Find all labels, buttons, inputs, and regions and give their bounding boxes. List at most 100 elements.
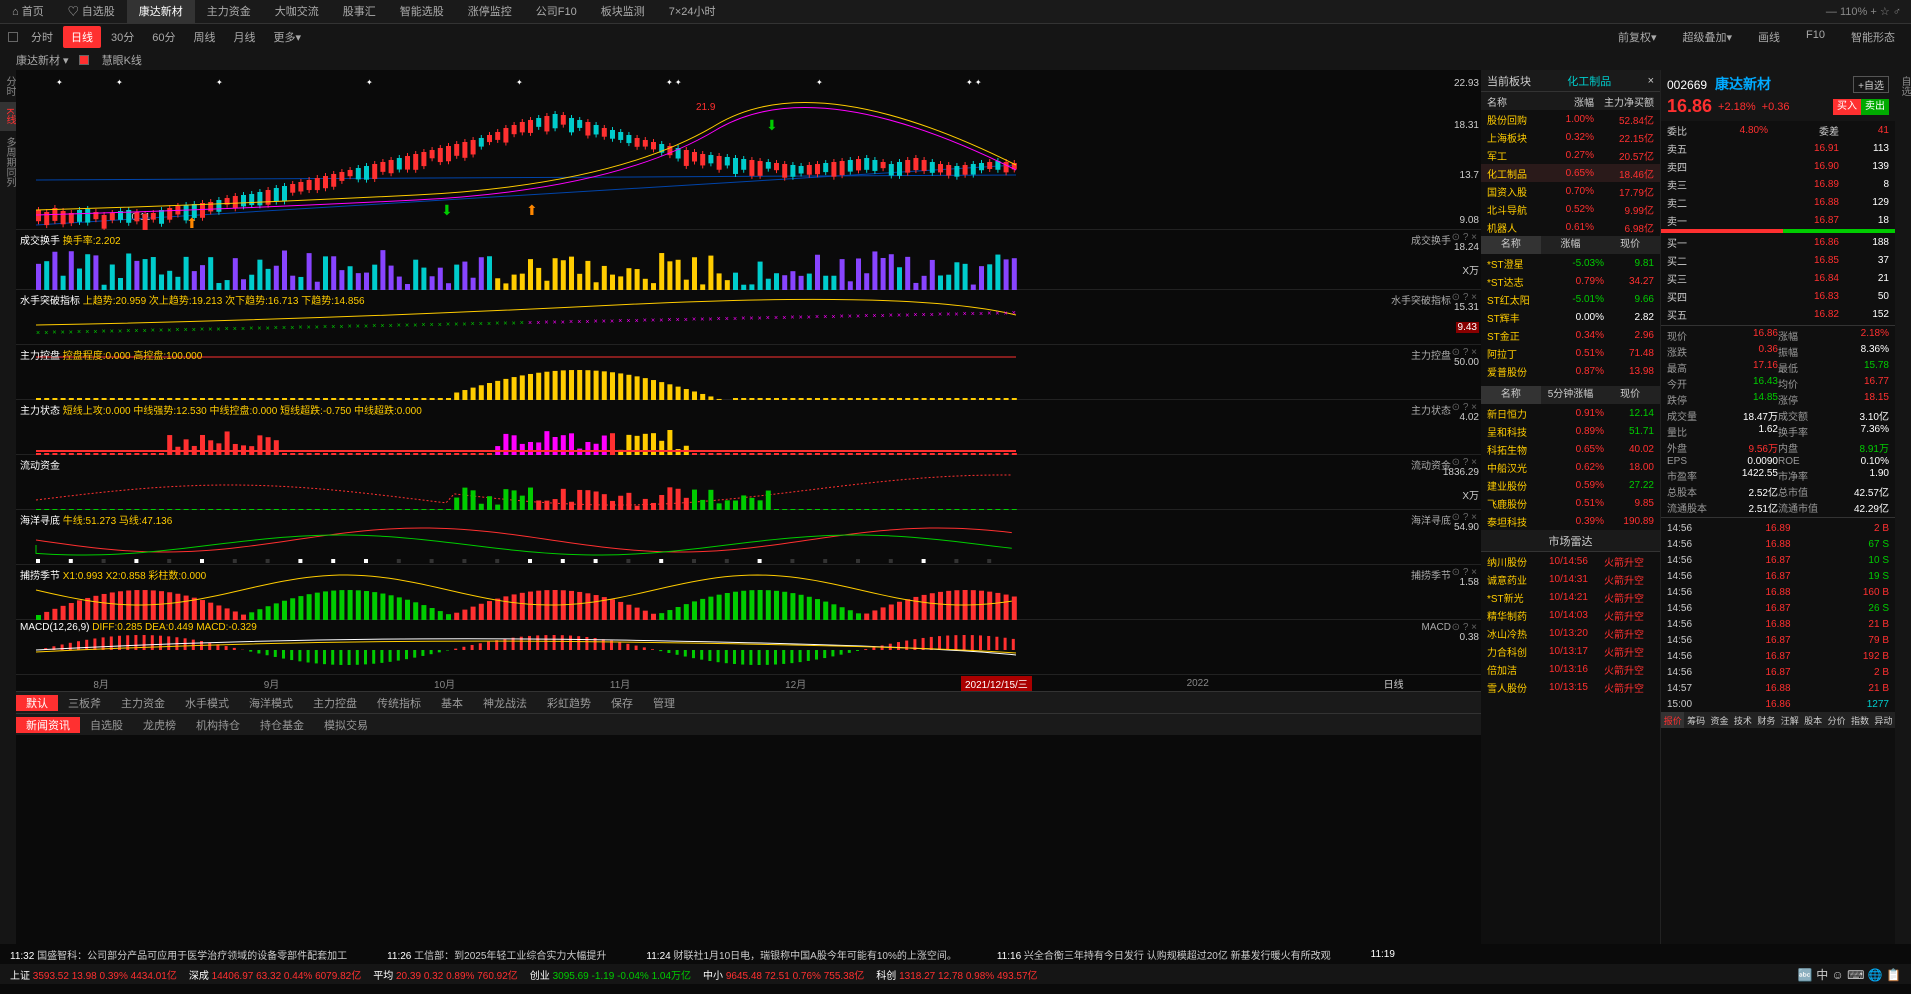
chart-tab-11[interactable]: 管理 <box>643 695 685 711</box>
buy-btn[interactable]: 买入 <box>1833 99 1861 115</box>
qtab-2[interactable]: 资金 <box>1708 712 1731 728</box>
kline-toggle[interactable] <box>79 55 89 65</box>
radar-row[interactable]: *ST新光 10/14:21 火箭升空 <box>1481 588 1660 606</box>
vtab-intraday[interactable]: 分时 <box>0 70 16 102</box>
draw-btn[interactable]: 画线 <box>1750 26 1788 48</box>
sector-row[interactable]: ST金正 0.34% 2.96 <box>1481 326 1660 344</box>
chart-tab-8[interactable]: 神龙战法 <box>473 695 537 711</box>
qtab-8[interactable]: 指数 <box>1848 712 1871 728</box>
qtab-3[interactable]: 技术 <box>1731 712 1754 728</box>
radar-row[interactable]: 力合科创 10/13:17 火箭升空 <box>1481 642 1660 660</box>
qtab-7[interactable]: 分价 <box>1825 712 1848 728</box>
info-tab-2[interactable]: 龙虎榜 <box>133 717 186 733</box>
chart-tab-9[interactable]: 彩虹趋势 <box>537 695 601 711</box>
period-intraday[interactable]: 分时 <box>23 26 61 48</box>
indicator-macd[interactable]: MACD(12,26,9) DIFF:0.285 DEA:0.449 MACD:… <box>16 620 1481 675</box>
ticker-item[interactable]: 11:26 工信部：到2025年轻工业综合实力大幅提升 <box>387 947 606 962</box>
sector-row[interactable]: 国资入股 0.70% 17.79亿 <box>1481 182 1660 200</box>
info-tab-1[interactable]: 自选股 <box>80 717 133 733</box>
indicator-sailor[interactable]: 水手突破指标 上趋势:20.959 次上趋势:19.213 次下趋势:16.71… <box>16 290 1481 345</box>
nav-chat[interactable]: 大咖交流 <box>263 0 331 24</box>
main-kline-chart[interactable]: 21.9 10.11 ✦✦✦✦✦✦ ✦✦✦ ✦ ⬆ ⬇ ⬆ ⬇ 22.93 18… <box>16 70 1481 230</box>
indicator-ocean[interactable]: 海洋寻底 牛线:51.273 马线:47.136 海洋寻底 ⊙ ? × 54.9… <box>16 510 1481 565</box>
add-watchlist-btn[interactable]: +自选 <box>1853 76 1889 93</box>
chart-tab-0[interactable]: 默认 <box>16 695 58 711</box>
sector-row[interactable]: *ST澄星 -5.03% 9.81 <box>1481 254 1660 272</box>
sector-row[interactable]: 飞鹿股份 0.51% 9.85 <box>1481 494 1660 512</box>
sector-row[interactable]: 军工 0.27% 20.57亿 <box>1481 146 1660 164</box>
vtab-kline[interactable]: K线 <box>0 102 16 131</box>
radar-row[interactable]: 雪人股份 10/13:15 火箭升空 <box>1481 678 1660 696</box>
sector-row[interactable]: 中船汉光 0.62% 18.00 <box>1481 458 1660 476</box>
sector-header-r[interactable]: 化工制品 <box>1567 73 1611 89</box>
ime-indicator[interactable]: 🔤 中 ☺ ⌨ 🌐 📋 <box>1798 966 1901 983</box>
adj-dropdown[interactable]: 前复权▾ <box>1610 26 1665 48</box>
f10-btn[interactable]: F10 <box>1798 26 1833 48</box>
ticker-item[interactable]: 11:24 财联社1月10日电，瑞银称中国A股今年可能有10%的上涨空间。 <box>646 947 956 962</box>
ticker-item[interactable]: 11:32 国盛智科：公司部分产品可应用于医学治疗领域的设备零部件配套加工 <box>10 947 347 962</box>
nav-stories[interactable]: 股事汇 <box>331 0 388 24</box>
index-status[interactable]: 科创 1318.27 12.78 0.98% 493.57亿 <box>876 967 1037 982</box>
sector-row[interactable]: ST辉丰 0.00% 2.82 <box>1481 308 1660 326</box>
sector-row[interactable]: *ST达志 0.79% 34.27 <box>1481 272 1660 290</box>
nav-limit[interactable]: 涨停监控 <box>456 0 524 24</box>
chart-tab-5[interactable]: 主力控盘 <box>303 695 367 711</box>
sector-row[interactable]: 机器人 0.61% 6.98亿 <box>1481 218 1660 236</box>
sector-row[interactable]: 泰坦科技 0.39% 190.89 <box>1481 512 1660 530</box>
indicator-flow[interactable]: 流动资金 流动资金 ⊙ ? × 1836.29X万 <box>16 455 1481 510</box>
sector-row[interactable]: 上海板块 0.32% 22.15亿 <box>1481 128 1660 146</box>
ticker-item[interactable]: 11:19 <box>1371 949 1395 960</box>
toggle-icon[interactable] <box>8 32 18 42</box>
nav-mainfund[interactable]: 主力资金 <box>195 0 263 24</box>
overlay-dropdown[interactable]: 超级叠加▾ <box>1675 26 1741 48</box>
chart-tab-1[interactable]: 三板斧 <box>58 695 111 711</box>
sector-row[interactable]: 北斗导航 0.52% 9.99亿 <box>1481 200 1660 218</box>
chart-tab-2[interactable]: 主力资金 <box>111 695 175 711</box>
chart-tab-4[interactable]: 海洋模式 <box>239 695 303 711</box>
chart-tab-3[interactable]: 水手模式 <box>175 695 239 711</box>
period-more[interactable]: 更多▾ <box>266 26 310 48</box>
period-daily[interactable]: 日线 <box>63 26 101 48</box>
period-60m[interactable]: 60分 <box>144 26 183 48</box>
qtab-5[interactable]: 汪解 <box>1778 712 1801 728</box>
info-tab-5[interactable]: 模拟交易 <box>314 717 378 733</box>
sector-row[interactable]: 股份回购 1.00% 52.84亿 <box>1481 110 1660 128</box>
sell-btn[interactable]: 卖出 <box>1861 99 1889 115</box>
indicator-vol[interactable]: 成交换手 换手率:2.202 成交换手 ⊙ ? × 18.24X万 <box>16 230 1481 290</box>
index-status[interactable]: 平均 20.39 0.32 0.89% 760.92亿 <box>373 967 518 982</box>
nav-stock[interactable]: 康达新材 <box>127 0 195 24</box>
nav-smartpick[interactable]: 智能选股 <box>388 0 456 24</box>
index-status[interactable]: 中小 9645.48 72.51 0.76% 755.38亿 <box>703 967 864 982</box>
sector-row[interactable]: ST红太阳 -5.01% 9.66 <box>1481 290 1660 308</box>
sector-row[interactable]: 阿拉丁 0.51% 71.48 <box>1481 344 1660 362</box>
index-status[interactable]: 上证 3593.52 13.98 0.39% 4434.01亿 <box>10 967 177 982</box>
radar-row[interactable]: 倍加洁 10/13:16 火箭升空 <box>1481 660 1660 678</box>
sector-row[interactable]: 新日恒力 0.91% 12.14 <box>1481 404 1660 422</box>
qtab-4[interactable]: 财务 <box>1755 712 1778 728</box>
sector-row[interactable]: 建业股份 0.59% 27.22 <box>1481 476 1660 494</box>
index-status[interactable]: 深成 14406.97 63.32 0.44% 6079.82亿 <box>189 967 361 982</box>
nav-sector[interactable]: 板块监测 <box>589 0 657 24</box>
sector-row[interactable]: 化工制品 0.65% 18.46亿 <box>1481 164 1660 182</box>
indicator-state[interactable]: 主力状态 短线上攻:0.000 中线强势:12.530 中线控盘:0.000 短… <box>16 400 1481 455</box>
qtab-0[interactable]: 报价 <box>1661 712 1684 728</box>
chart-tab-6[interactable]: 传统指标 <box>367 695 431 711</box>
qtab-6[interactable]: 股本 <box>1801 712 1824 728</box>
nav-watchlist[interactable]: ♡ 自选股 <box>56 0 127 24</box>
index-status[interactable]: 创业 3095.69 -1.19 -0.04% 1.04万亿 <box>530 967 691 982</box>
info-tab-3[interactable]: 机构持仓 <box>186 717 250 733</box>
pattern-btn[interactable]: 智能形态 <box>1843 26 1903 48</box>
stock-dropdown[interactable]: 康达新材 ▾ <box>8 49 77 71</box>
vtab-multi[interactable]: 多周期同列 <box>0 131 16 193</box>
sector-row[interactable]: 科拓生物 0.65% 40.02 <box>1481 440 1660 458</box>
indicator-control[interactable]: 主力控盘 控盘程度:0.000 高控盘:100.000 主力控盘 ⊙ ? × 5… <box>16 345 1481 400</box>
indicator-fish[interactable]: 捕捞季节 X1:0.993 X2:0.858 彩柱数:0.000 捕捞季节 ⊙ … <box>16 565 1481 620</box>
radar-row[interactable]: 纳川股份 10/14:56 火箭升空 <box>1481 552 1660 570</box>
sector-row[interactable]: 爱普股份 0.87% 13.98 <box>1481 362 1660 380</box>
period-30m[interactable]: 30分 <box>103 26 142 48</box>
nav-f10[interactable]: 公司F10 <box>524 0 589 24</box>
qtab-1[interactable]: 筹码 <box>1684 712 1707 728</box>
qtab-9[interactable]: 异动 <box>1872 712 1895 728</box>
radar-row[interactable]: 精华制药 10/14:03 火箭升空 <box>1481 606 1660 624</box>
close-icon[interactable]: × <box>1648 75 1654 87</box>
